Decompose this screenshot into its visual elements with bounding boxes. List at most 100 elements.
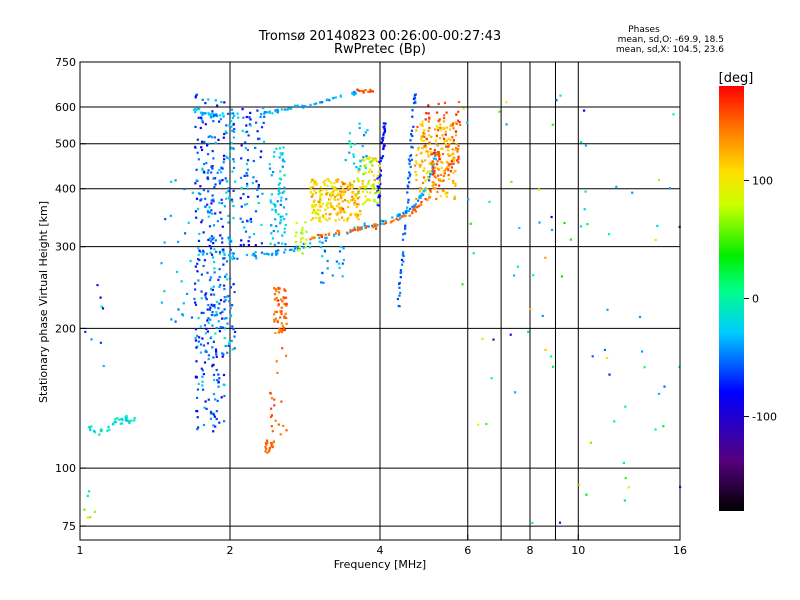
data-point	[90, 425, 93, 428]
data-point	[281, 215, 284, 218]
data-point	[326, 267, 329, 270]
data-point	[219, 234, 222, 237]
data-point	[398, 282, 401, 286]
data-point	[318, 219, 321, 222]
data-point	[278, 327, 281, 330]
data-point	[215, 368, 218, 372]
data-point	[184, 232, 187, 235]
data-point	[228, 300, 231, 303]
data-point	[278, 330, 281, 333]
data-point	[414, 210, 417, 213]
data-point	[441, 189, 444, 192]
data-point	[420, 159, 424, 162]
data-point	[200, 221, 203, 224]
data-point	[407, 158, 410, 161]
data-point	[409, 207, 412, 210]
data-point	[378, 160, 381, 163]
data-point	[275, 147, 278, 150]
data-point	[279, 310, 282, 313]
data-point	[285, 429, 288, 432]
data-point	[559, 94, 562, 97]
data-point	[267, 450, 271, 453]
data-point	[199, 343, 203, 346]
data-point	[206, 342, 210, 345]
data-point	[283, 160, 286, 163]
data-point	[396, 297, 399, 301]
data-point	[219, 211, 222, 214]
data-point	[357, 190, 360, 193]
data-point	[367, 157, 371, 160]
data-point	[275, 225, 278, 228]
data-point	[451, 158, 454, 161]
data-point	[281, 159, 284, 162]
data-point	[207, 398, 210, 401]
data-point	[364, 185, 367, 188]
data-point	[270, 224, 273, 227]
data-point	[290, 248, 293, 251]
data-point	[365, 199, 368, 202]
data-point	[447, 162, 450, 165]
data-point	[457, 155, 460, 158]
data-point	[230, 198, 234, 201]
data-point	[309, 186, 312, 189]
data-point	[376, 223, 379, 227]
data-point	[455, 142, 458, 145]
data-point	[443, 126, 446, 130]
data-point	[373, 225, 376, 228]
data-point	[228, 150, 232, 153]
data-point	[301, 252, 304, 255]
data-point	[207, 238, 210, 241]
data-point	[273, 320, 276, 323]
data-point	[414, 171, 417, 174]
data-point	[347, 216, 350, 219]
data-point	[278, 156, 281, 159]
data-point	[276, 200, 279, 203]
data-point	[353, 199, 357, 202]
data-point	[429, 189, 432, 192]
data-point	[377, 196, 380, 199]
data-point	[348, 151, 351, 154]
data-point	[231, 304, 234, 307]
data-point	[379, 169, 382, 172]
data-point	[199, 351, 202, 354]
data-point	[233, 335, 236, 338]
data-point	[206, 308, 209, 311]
data-point	[414, 101, 417, 104]
data-point	[222, 154, 226, 157]
data-point	[114, 418, 117, 421]
data-point	[352, 153, 355, 156]
data-point	[362, 172, 365, 176]
data-point	[339, 193, 342, 196]
data-point	[439, 129, 442, 132]
data-point	[273, 243, 276, 246]
data-point	[269, 242, 272, 245]
data-point	[334, 195, 337, 198]
data-point	[214, 99, 217, 102]
data-point	[174, 320, 177, 323]
data-point	[302, 242, 305, 245]
data-point	[260, 251, 264, 254]
data-point	[312, 200, 316, 203]
data-point	[233, 257, 236, 260]
data-point	[364, 195, 367, 198]
data-point	[444, 142, 447, 145]
data-point	[249, 219, 252, 222]
x-tick-label: 10	[571, 544, 585, 557]
data-point	[467, 198, 470, 201]
data-point	[206, 176, 209, 179]
data-point	[359, 89, 362, 93]
data-point	[263, 112, 266, 115]
data-point	[231, 170, 234, 173]
data-point	[215, 300, 219, 303]
data-point	[368, 179, 371, 182]
data-point	[213, 293, 216, 296]
data-point	[200, 367, 203, 370]
data-point	[229, 314, 232, 317]
data-point	[319, 246, 322, 249]
data-point	[326, 259, 329, 263]
data-point	[246, 159, 250, 162]
data-point	[170, 318, 173, 321]
data-point	[428, 143, 431, 146]
data-point	[86, 494, 89, 498]
data-point	[263, 115, 266, 118]
